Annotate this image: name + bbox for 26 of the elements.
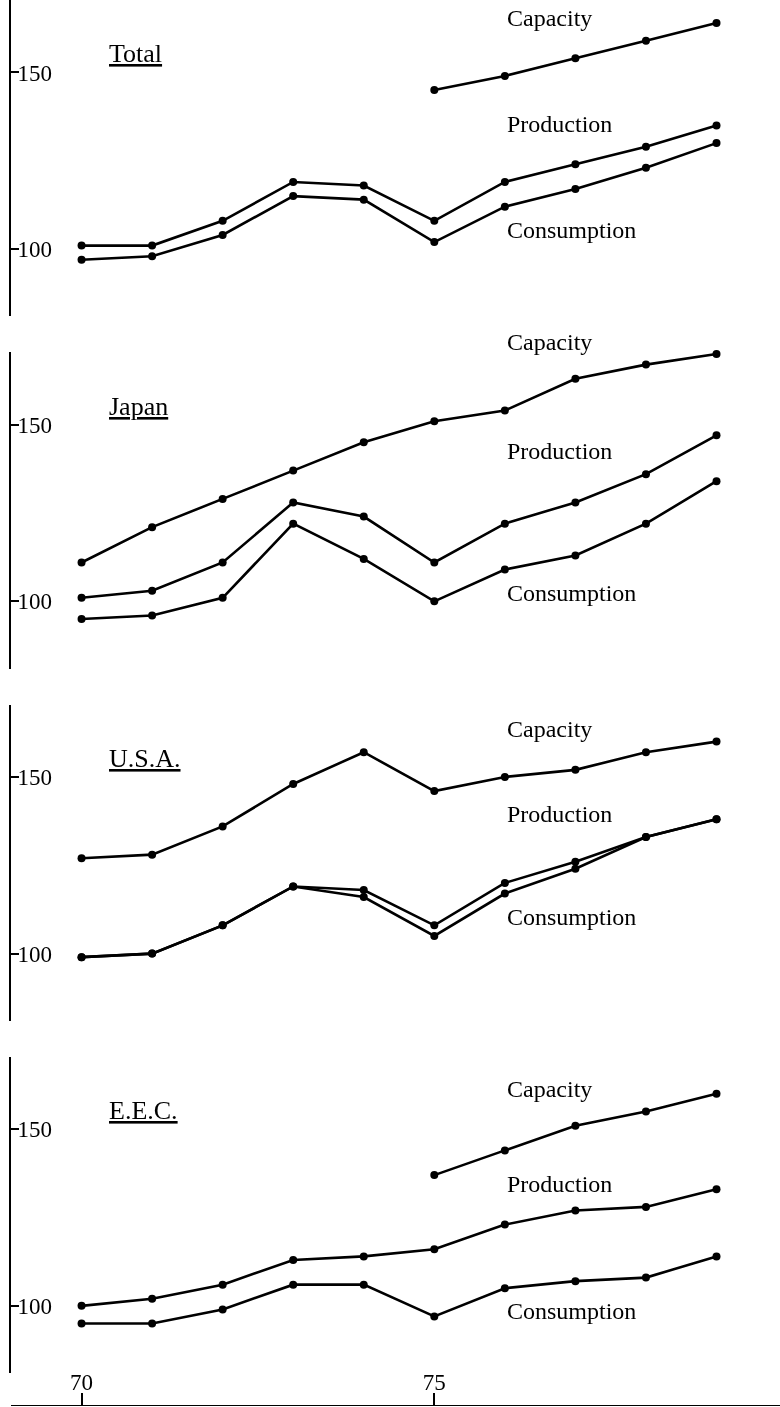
series-label: Production <box>507 801 613 827</box>
y-tick-label: 100 <box>17 589 52 615</box>
text: E.E.C. <box>109 1096 178 1125</box>
series-label: Consumption <box>507 217 637 243</box>
series-label: Capacity <box>507 5 593 31</box>
series-label: Capacity <box>507 329 593 355</box>
y-tick-label: 150 <box>17 764 52 790</box>
series-label: Capacity <box>507 716 593 742</box>
y-tick-label: 100 <box>17 1293 52 1319</box>
y-tick-label: 150 <box>17 412 52 438</box>
series-label: Capacity <box>507 1076 593 1102</box>
text: U.S.A. <box>109 744 181 773</box>
series-label: Production <box>507 1171 613 1197</box>
y-tick-label: 100 <box>17 941 52 967</box>
y-tick-label: 150 <box>17 60 52 86</box>
y-tick-label: 100 <box>17 237 52 263</box>
y-tick-label: 150 <box>17 1117 52 1143</box>
series-label: Consumption <box>507 904 637 930</box>
x-tick-label: 70 <box>70 1370 94 1395</box>
series-label: Production <box>507 438 613 464</box>
text: Japan <box>109 392 169 421</box>
x-tick-label: 75 <box>422 1370 446 1395</box>
series-label: Consumption <box>507 1298 637 1324</box>
text: Total <box>109 39 163 68</box>
series-label: Consumption <box>507 580 637 606</box>
series-label: Production <box>507 111 613 137</box>
